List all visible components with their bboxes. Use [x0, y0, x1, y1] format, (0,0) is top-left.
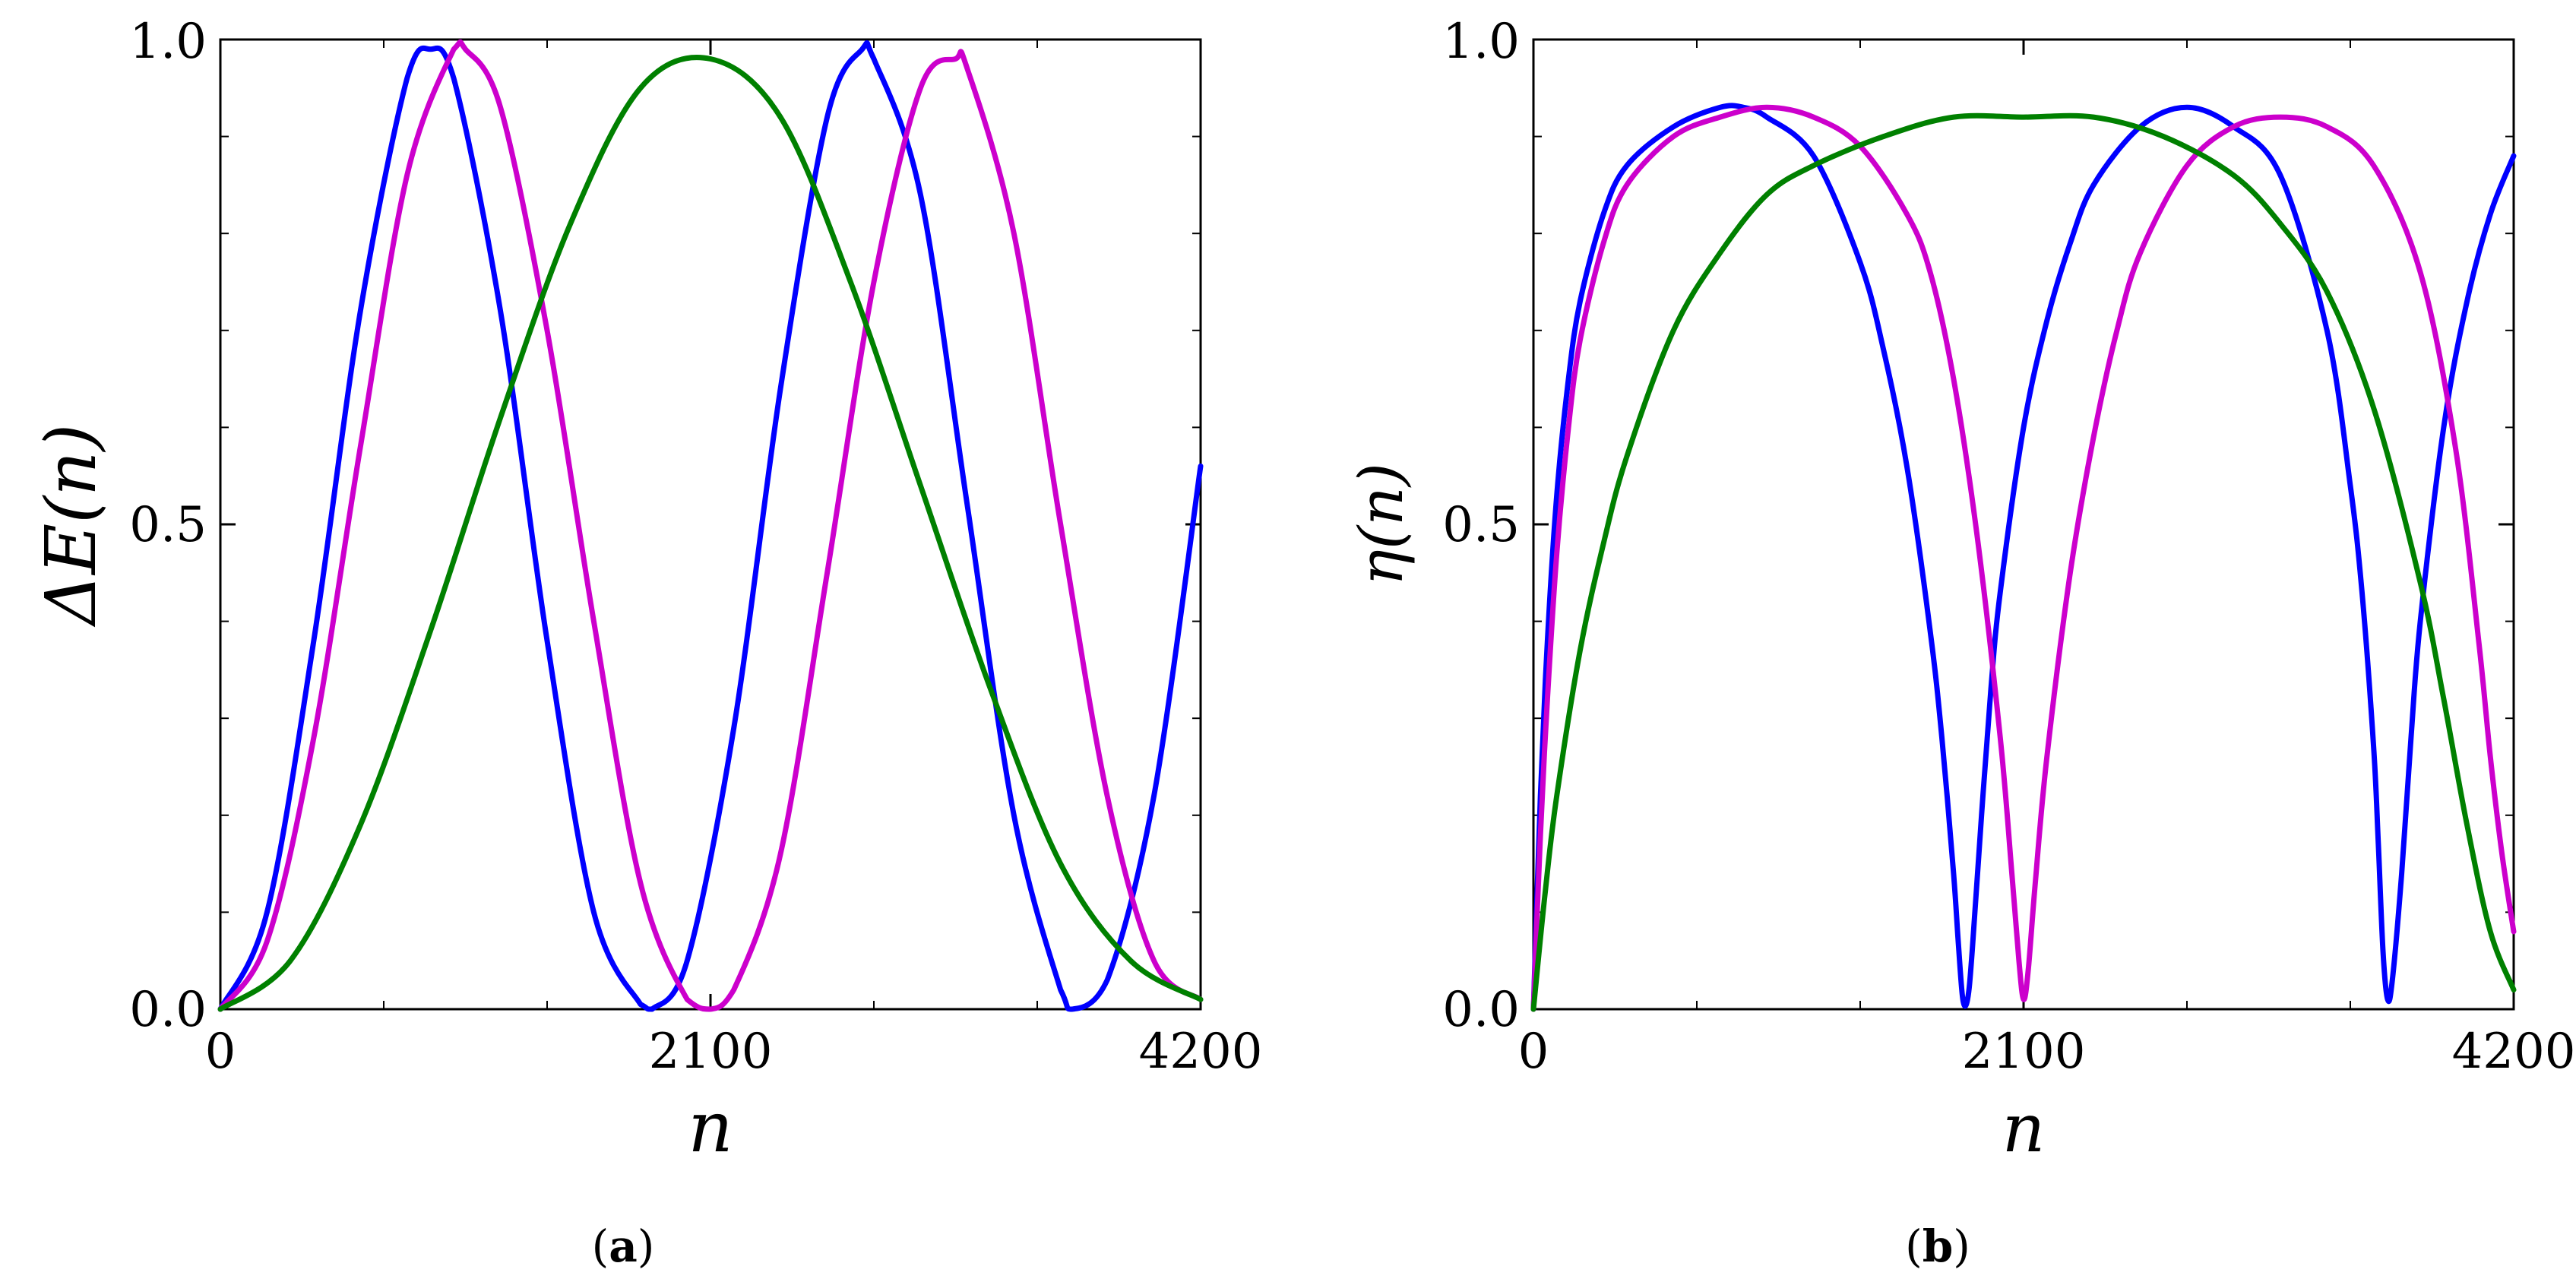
panel-a-curves [217, 39, 1204, 1012]
panel-b-ticks [1532, 38, 2515, 1011]
panel-a-xtick-2: 4200 [1139, 1024, 1263, 1080]
panel-b-curves [1530, 103, 2517, 1012]
panel-a-caption: (a) [592, 1220, 655, 1272]
panel-b-frame [1532, 38, 2515, 1011]
panel-a-xtick-1: 2100 [649, 1024, 773, 1080]
panel-b-ytick-0: 0.0 [1442, 982, 1520, 1038]
panel-b-xlabel: n [2002, 1089, 2046, 1167]
panel-a-ytick-2: 1.0 [129, 14, 207, 70]
panel-b-caption: (b) [1905, 1220, 1970, 1272]
panel-b-xtick-1: 2100 [1962, 1024, 2086, 1080]
panel-a-xlabel: n [688, 1087, 733, 1168]
panel-b-ytick-1: 0.5 [1442, 497, 1520, 553]
panel-b-ylabel: η(n) [1346, 463, 1416, 586]
panel-a-ytick-1: 0.5 [129, 497, 207, 553]
panel-a-series-magenta [217, 39, 1204, 1012]
panel-a: 0.0 0.5 1.0 0 2100 4200 n ΔE(n) (a) [30, 14, 1262, 1272]
panel-a-xtick-0: 0 [205, 1024, 236, 1080]
panel-a-series-green [217, 55, 1204, 1012]
panel-b-caption-letter: b [1923, 1220, 1954, 1272]
panel-b-series-green [1530, 112, 2517, 1012]
panel-a-ytick-0: 0.0 [129, 982, 207, 1038]
panel-b-xtick-0: 0 [1518, 1024, 1549, 1080]
panel-b-xtick-2: 4200 [2452, 1024, 2576, 1080]
panel-a-series-blue [217, 40, 1204, 1012]
panel-b-series-blue [1530, 103, 2517, 1012]
panel-a-caption-letter: a [609, 1220, 638, 1272]
panel-a-ylabel: ΔE(n) [30, 424, 112, 628]
panel-b-ytick-2: 1.0 [1442, 14, 1520, 70]
panel-b: 0.0 0.5 1.0 0 2100 4200 n η(n) (b) [1346, 14, 2575, 1272]
panel-b-series-magenta [1530, 104, 2517, 1012]
